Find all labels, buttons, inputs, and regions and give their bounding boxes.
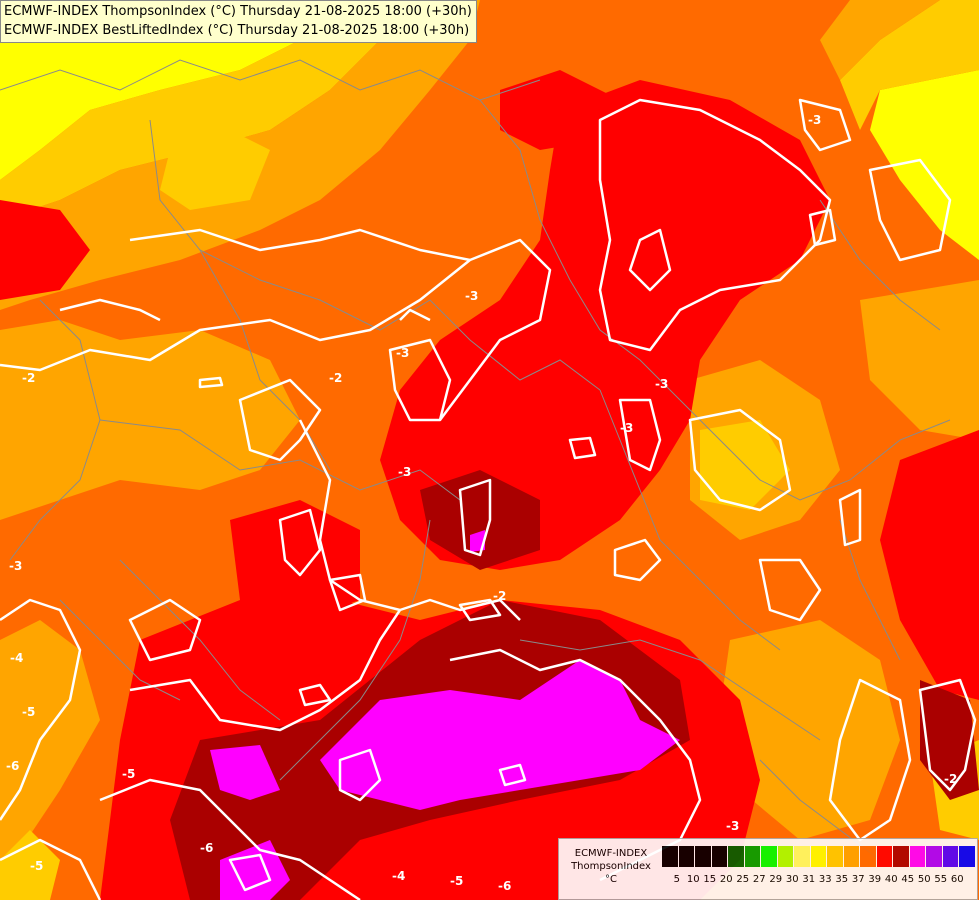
legend-tick-label: 20 <box>719 874 733 885</box>
field-region-red-center <box>380 80 830 570</box>
legend-swatch <box>695 846 712 867</box>
contour-label: -2 <box>329 371 342 385</box>
legend-tick-label: 25 <box>736 874 750 885</box>
legend-swatch <box>662 846 679 867</box>
legend-swatch <box>827 846 844 867</box>
field-region-magenta-sw2 <box>220 840 290 900</box>
legend-tick-label: 15 <box>703 874 717 885</box>
legend-tick-label: 31 <box>802 874 816 885</box>
contour-label: -3 <box>465 289 478 303</box>
legend-tick-label: 35 <box>835 874 849 885</box>
contour-label: -3 <box>808 113 821 127</box>
contour-label: -3 <box>398 465 411 479</box>
legend-tick-label: 10 <box>686 874 700 885</box>
field-region-red-n <box>500 70 620 150</box>
contour-label: -4 <box>392 869 405 883</box>
legend-swatch <box>893 846 910 867</box>
title-thompson-index: ECMWF-INDEX ThompsonIndex (°C) Thursday … <box>4 4 472 19</box>
legend-tick-label: 37 <box>851 874 865 885</box>
field-region-red-w <box>230 500 360 620</box>
field-region-amber-nw <box>0 0 420 220</box>
legend-tick-label: 45 <box>901 874 915 885</box>
contour-label: -2 <box>493 589 506 603</box>
legend-swatch <box>860 846 877 867</box>
legend-title: ECMWF-INDEX ThompsonIndex °C <box>563 847 659 886</box>
field-region-orange-w <box>0 320 300 520</box>
field-region-darkred-center <box>420 470 540 570</box>
contour-label: -3 <box>655 377 668 391</box>
contour-label: -2 <box>22 371 35 385</box>
legend-title-variable: ThompsonIndex <box>571 861 651 872</box>
legend-swatch <box>711 846 728 867</box>
legend-swatch <box>794 846 811 867</box>
legend-tick-label: 29 <box>769 874 783 885</box>
legend-swatch <box>843 846 860 867</box>
field-region-magenta-south <box>320 660 680 810</box>
contour-label: -6 <box>200 841 213 855</box>
legend-swatch <box>761 846 778 867</box>
legend-swatch <box>728 846 745 867</box>
legend-tick-label: 30 <box>785 874 799 885</box>
color-legend: ECMWF-INDEX ThompsonIndex °C 5 10 15 20 25 27… <box>558 838 978 900</box>
legend-swatches <box>662 846 976 867</box>
legend-swatch <box>678 846 695 867</box>
legend-tick-label: 33 <box>818 874 832 885</box>
contour-label: -3 <box>620 421 633 435</box>
contour-label: -5 <box>450 874 463 888</box>
legend-title-unit: °C <box>605 874 617 885</box>
country-borders <box>0 59 951 861</box>
legend-tick-label: 50 <box>917 874 931 885</box>
field-region-red-nw <box>0 200 90 300</box>
field-region-amber-blob-nw <box>160 130 270 210</box>
bestlifted-index-contours <box>0 98 977 900</box>
legend-swatch <box>909 846 926 867</box>
legend-tick-label: 40 <box>884 874 898 885</box>
contour-labels: -2 -3 -3 -2 -2 -3 -3 -3 -3 -3 -4 -5 -6 -… <box>6 113 957 893</box>
legend-swatch <box>744 846 761 867</box>
contour-label: -2 <box>944 772 957 786</box>
legend-tick-label: 39 <box>868 874 882 885</box>
field-region-magenta-sw <box>210 745 280 800</box>
contour-label: -5 <box>30 859 43 873</box>
field-region-orange-se <box>720 620 900 840</box>
legend-tick-label: 5 <box>673 874 680 885</box>
field-region-yellow-nw <box>0 0 330 180</box>
legend-tick-label: 27 <box>752 874 766 885</box>
legend-tick-label: 55 <box>934 874 948 885</box>
contour-label: -3 <box>726 819 739 833</box>
legend-swatch <box>777 846 794 867</box>
contour-label: -6 <box>498 879 511 893</box>
field-region-amber-ne <box>840 0 979 130</box>
field-region-orange-far-e <box>860 280 979 440</box>
legend-title-model: ECMWF-INDEX <box>574 848 648 859</box>
legend-swatch <box>876 846 893 867</box>
field-region-orange-lower-w <box>0 620 100 880</box>
contour-label: -6 <box>6 759 19 773</box>
legend-tick-label: 60 <box>950 874 964 885</box>
contour-label: -5 <box>22 705 35 719</box>
map-title-box: ECMWF-INDEX ThompsonIndex (°C) Thursday … <box>0 0 477 43</box>
field-region-orange-ne <box>820 0 940 80</box>
field-region-amber-sw <box>0 830 60 900</box>
legend-swatch <box>926 846 943 867</box>
title-bestlifted-index: ECMWF-INDEX BestLiftedIndex (°C) Thursda… <box>4 23 470 38</box>
field-region-red-e <box>880 430 979 700</box>
legend-swatch <box>810 846 827 867</box>
legend-swatch <box>959 846 976 867</box>
contour-label: -4 <box>10 651 23 665</box>
contour-label: -3 <box>9 559 22 573</box>
legend-swatch <box>942 846 959 867</box>
contour-label: -3 <box>396 346 409 360</box>
contour-label: -5 <box>122 767 135 781</box>
